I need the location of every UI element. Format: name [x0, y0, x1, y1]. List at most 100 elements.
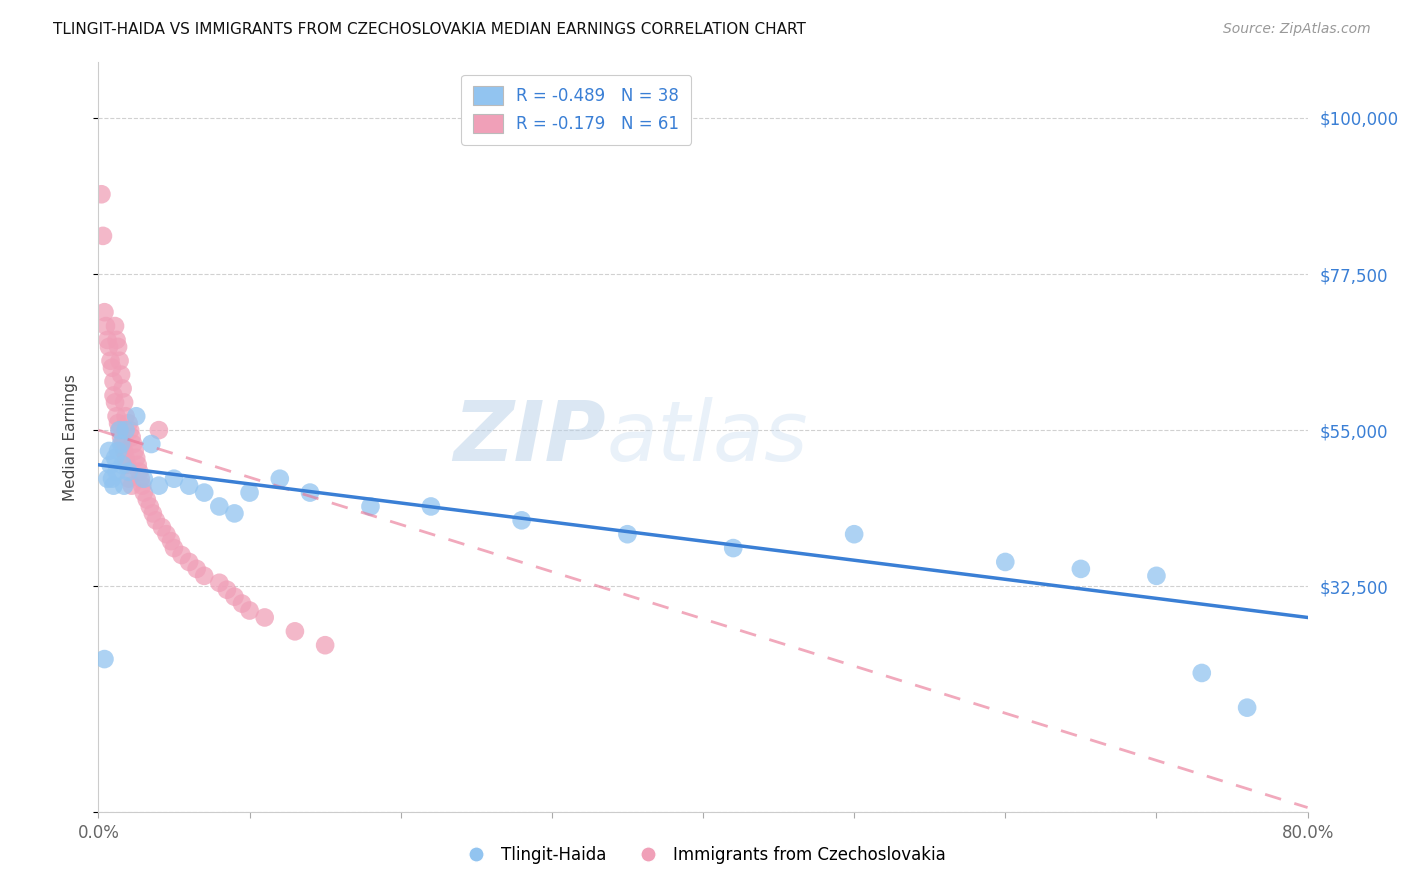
Point: [118, 465, 141, 479]
Point: [132, 472, 155, 486]
Point: [93, 652, 115, 666]
Point: [100, 458, 122, 472]
Point: [110, 437, 132, 451]
Point: [121, 430, 143, 444]
Text: atlas: atlas: [606, 397, 808, 477]
Point: [96, 333, 118, 347]
Point: [108, 353, 131, 368]
Point: [253, 610, 276, 624]
Point: [224, 590, 246, 604]
Point: [118, 472, 141, 486]
Point: [105, 409, 128, 424]
Point: [118, 416, 141, 430]
Point: [103, 478, 125, 492]
Point: [107, 444, 129, 458]
Point: [98, 444, 121, 458]
Point: [723, 541, 745, 555]
Point: [108, 423, 131, 437]
Point: [125, 450, 148, 465]
Point: [125, 409, 148, 424]
Point: [94, 319, 117, 334]
Point: [170, 548, 193, 562]
Point: [239, 485, 262, 500]
Text: TLINGIT-HAIDA VS IMMIGRANTS FROM CZECHOSLOVAKIA MEDIAN EARNINGS CORRELATION CHAR: TLINGIT-HAIDA VS IMMIGRANTS FROM CZECHOS…: [53, 22, 806, 37]
Point: [163, 472, 186, 486]
Point: [100, 353, 122, 368]
Point: [91, 228, 114, 243]
Point: [148, 423, 170, 437]
Text: Source: ZipAtlas.com: Source: ZipAtlas.com: [1223, 22, 1371, 37]
Point: [616, 527, 638, 541]
Point: [114, 423, 136, 437]
Point: [131, 478, 153, 492]
Point: [139, 500, 162, 514]
Point: [111, 458, 134, 472]
Point: [132, 485, 155, 500]
Point: [124, 444, 146, 458]
Point: [269, 472, 291, 486]
Point: [112, 395, 135, 409]
Point: [96, 472, 118, 486]
Point: [160, 534, 183, 549]
Point: [122, 437, 145, 451]
Point: [103, 375, 125, 389]
Point: [127, 458, 149, 472]
Point: [105, 333, 128, 347]
Point: [224, 507, 246, 521]
Point: [145, 513, 167, 527]
Point: [193, 485, 215, 500]
Point: [111, 382, 134, 396]
Point: [104, 450, 127, 465]
Point: [104, 395, 127, 409]
Point: [284, 624, 307, 639]
Point: [360, 500, 382, 514]
Point: [103, 388, 125, 402]
Point: [1191, 665, 1213, 680]
Point: [110, 430, 132, 444]
Point: [193, 569, 215, 583]
Y-axis label: Median Earnings: Median Earnings: [63, 374, 77, 500]
Point: [299, 485, 322, 500]
Point: [208, 575, 231, 590]
Point: [114, 409, 136, 424]
Point: [90, 187, 112, 202]
Legend: Tlingit-Haida, Immigrants from Czechoslovakia: Tlingit-Haida, Immigrants from Czechoslo…: [453, 839, 953, 871]
Point: [186, 562, 208, 576]
Point: [112, 478, 135, 492]
Point: [98, 340, 121, 354]
Point: [105, 465, 128, 479]
Point: [150, 520, 173, 534]
Point: [120, 423, 142, 437]
Point: [142, 507, 165, 521]
Point: [148, 478, 170, 492]
Point: [844, 527, 866, 541]
Legend: R = -0.489   N = 38, R = -0.179   N = 61: R = -0.489 N = 38, R = -0.179 N = 61: [461, 75, 690, 145]
Point: [115, 458, 138, 472]
Point: [93, 305, 115, 319]
Point: [239, 603, 262, 617]
Point: [215, 582, 238, 597]
Point: [101, 472, 124, 486]
Point: [107, 340, 129, 354]
Point: [155, 527, 177, 541]
Point: [231, 597, 253, 611]
Point: [994, 555, 1017, 569]
Point: [107, 416, 129, 430]
Point: [128, 465, 150, 479]
Point: [101, 360, 124, 375]
Point: [110, 368, 132, 382]
Point: [104, 319, 127, 334]
Point: [1070, 562, 1092, 576]
Point: [314, 638, 336, 652]
Point: [208, 500, 231, 514]
Point: [163, 541, 186, 555]
Point: [135, 492, 157, 507]
Point: [111, 437, 134, 451]
Point: [108, 423, 131, 437]
Point: [141, 437, 163, 451]
Point: [121, 478, 143, 492]
Point: [112, 444, 135, 458]
Point: [114, 450, 136, 465]
Point: [179, 478, 201, 492]
Point: [1144, 569, 1167, 583]
